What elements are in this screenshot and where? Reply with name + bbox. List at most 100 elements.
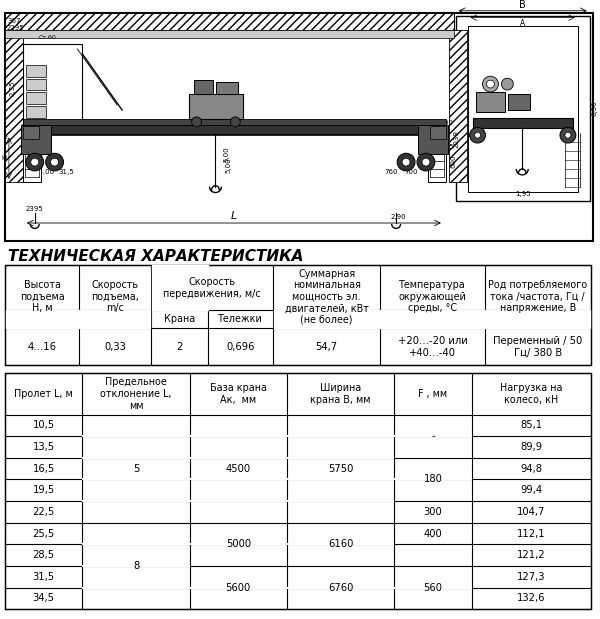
Bar — [188, 94, 243, 119]
Text: 2039: 2039 — [454, 131, 460, 149]
Text: 19,5: 19,5 — [32, 485, 55, 495]
Text: Предельное
отклонение L,
мм: Предельное отклонение L, мм — [100, 378, 172, 410]
Text: H: H — [2, 155, 7, 161]
Circle shape — [565, 132, 571, 138]
Text: 5000: 5000 — [226, 539, 251, 549]
Text: 16,5: 16,5 — [32, 464, 55, 474]
Bar — [456, 15, 590, 201]
Text: 121,2: 121,2 — [517, 550, 545, 560]
Bar — [21, 125, 50, 154]
Circle shape — [26, 154, 44, 171]
Text: 1,95: 1,95 — [438, 144, 454, 150]
Circle shape — [502, 78, 514, 90]
Text: 0,33: 0,33 — [104, 342, 126, 352]
Bar — [23, 44, 82, 123]
Text: 5750: 5750 — [328, 464, 353, 474]
Text: 5600: 5600 — [226, 582, 251, 592]
Circle shape — [487, 80, 494, 88]
Text: 300: 300 — [424, 507, 442, 517]
Text: Скорость
передвижения, м/с: Скорость передвижения, м/с — [163, 277, 261, 298]
Text: 132,6: 132,6 — [517, 594, 545, 604]
Text: Высота
подъема
Н, м: Высота подъема Н, м — [20, 280, 65, 313]
Bar — [23, 126, 39, 139]
Bar — [418, 125, 448, 154]
Text: Тележки: Тележки — [218, 314, 263, 324]
Text: Род потребляемого
тока /частота, Гц /
напряжение, В: Род потребляемого тока /частота, Гц / на… — [488, 280, 587, 313]
Text: 600: 600 — [451, 155, 457, 168]
Text: Температура
окружающей
среды, °С: Температура окружающей среды, °С — [398, 280, 466, 313]
Bar — [194, 80, 214, 94]
Text: -: - — [431, 431, 434, 441]
Circle shape — [475, 132, 481, 138]
Text: 8: 8 — [133, 561, 139, 571]
Text: 5: 5 — [133, 464, 139, 474]
Bar — [5, 373, 591, 609]
Bar — [5, 13, 593, 241]
Text: L: L — [231, 211, 238, 221]
Bar — [23, 154, 41, 182]
Bar — [23, 119, 446, 125]
Text: 31,5: 31,5 — [59, 169, 74, 175]
Text: 14,00: 14,00 — [35, 169, 55, 175]
Text: 54,7: 54,7 — [316, 342, 338, 352]
Text: Ширина
крана В, мм: Ширина крана В, мм — [310, 383, 371, 405]
Circle shape — [191, 117, 202, 127]
Text: Нагрузка на
колесо, кН: Нагрузка на колесо, кН — [500, 383, 562, 405]
Bar — [430, 126, 446, 139]
Text: 6,50: 6,50 — [592, 101, 598, 116]
Text: 400: 400 — [424, 529, 442, 539]
Text: 13,5: 13,5 — [32, 442, 55, 452]
Text: 127,3: 127,3 — [517, 572, 545, 582]
Text: 31,5: 31,5 — [32, 572, 55, 582]
Text: 180: 180 — [424, 475, 442, 485]
Text: 700: 700 — [404, 169, 418, 175]
Text: 104,7: 104,7 — [517, 507, 545, 517]
Text: 2600: 2600 — [436, 121, 454, 126]
Text: 2395: 2395 — [26, 206, 44, 212]
Text: 6760: 6760 — [328, 582, 353, 592]
Text: 22,5: 22,5 — [32, 507, 55, 517]
Text: +20…-20 или
+40…-40: +20…-20 или +40…-40 — [398, 336, 467, 358]
Text: 1,95: 1,95 — [515, 191, 530, 197]
Text: 0,696: 0,696 — [227, 342, 255, 352]
Circle shape — [46, 154, 64, 171]
Bar — [476, 92, 505, 111]
Circle shape — [422, 158, 430, 166]
Circle shape — [482, 76, 499, 92]
Text: Ст.60: Ст.60 — [39, 35, 56, 40]
Bar — [449, 30, 467, 182]
Bar — [217, 82, 238, 94]
Text: 5,00: 5,00 — [226, 157, 232, 173]
Text: B: B — [520, 0, 526, 10]
Text: 25,5: 25,5 — [32, 529, 55, 539]
Bar — [26, 79, 46, 90]
Text: 99,4: 99,4 — [520, 485, 542, 495]
Text: ТЕХНИЧЕСКАЯ ХАРАКТЕРИСТИКА: ТЕХНИЧЕСКАЯ ХАРАКТЕРИСТИКА — [8, 249, 304, 264]
Text: Пролет L, м: Пролет L, м — [14, 389, 73, 399]
Text: 94,8: 94,8 — [520, 464, 542, 474]
Bar — [508, 94, 530, 110]
Text: F: F — [3, 137, 7, 142]
Text: Крана: Крана — [164, 314, 196, 324]
Text: 6160: 6160 — [328, 539, 353, 549]
Circle shape — [417, 154, 435, 171]
Text: 5,00: 5,00 — [223, 146, 229, 162]
Text: База крана
Ак,  мм: База крана Ак, мм — [210, 383, 267, 405]
Text: 112,1: 112,1 — [517, 529, 545, 539]
Text: 560: 560 — [424, 582, 442, 592]
Text: Переменный / 50
Гц/ 380 В: Переменный / 50 Гц/ 380 В — [493, 336, 582, 358]
Text: 85,1: 85,1 — [520, 420, 542, 430]
Text: 2,35: 2,35 — [10, 80, 16, 97]
Text: A: A — [520, 19, 526, 28]
Text: 367: 367 — [7, 17, 20, 24]
Circle shape — [50, 158, 59, 166]
Text: 2: 2 — [176, 342, 183, 352]
Bar — [473, 118, 573, 128]
Bar — [23, 125, 446, 134]
Text: Скорость
подъема,
m/с: Скорость подъема, m/с — [91, 280, 139, 313]
Circle shape — [470, 128, 485, 143]
Text: Суммарная
номинальная
мощность эл.
двигателей, кВт
(не более): Суммарная номинальная мощность эл. двига… — [285, 269, 368, 325]
Circle shape — [397, 154, 415, 171]
Text: 2295: 2295 — [7, 25, 25, 32]
Text: 34,5: 34,5 — [32, 594, 55, 604]
